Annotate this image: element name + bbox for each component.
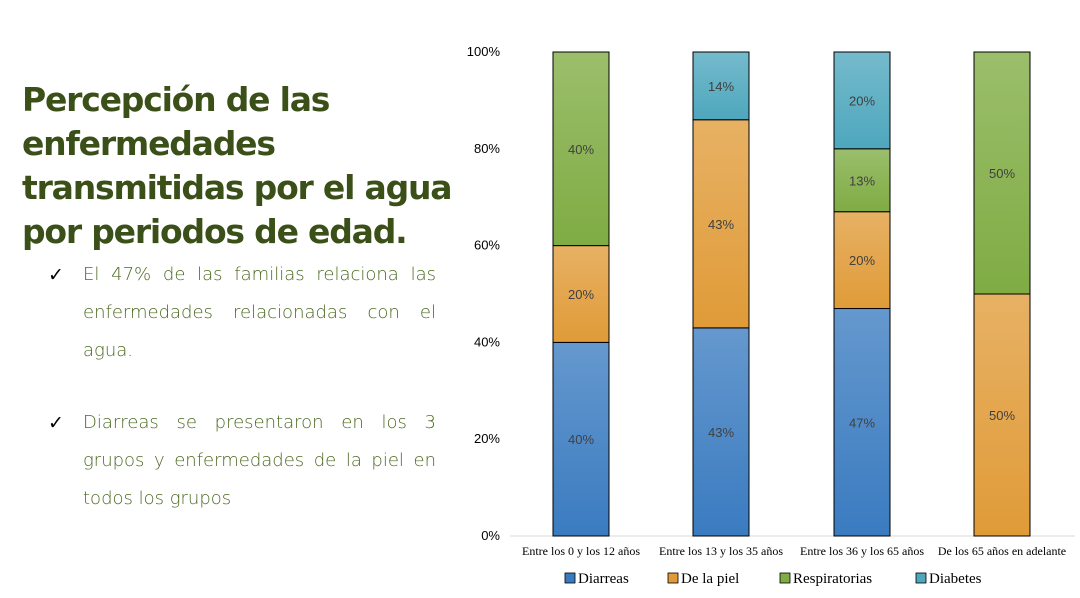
checkmark-icon: ✓ — [48, 412, 64, 434]
legend-swatch — [667, 572, 679, 584]
data-label: 40% — [568, 142, 594, 157]
y-tick-label: 20% — [474, 431, 500, 446]
data-label: 43% — [708, 217, 734, 232]
bar-segment — [833, 211, 891, 310]
bar-segment — [552, 51, 610, 247]
bar-segment — [692, 51, 750, 121]
legend-swatch — [779, 572, 791, 584]
checkmark-icon: ✓ — [48, 264, 64, 286]
bar-segment — [552, 245, 610, 343]
legend-label: De la piel — [681, 571, 739, 587]
data-label: 43% — [708, 425, 734, 440]
data-label: 20% — [849, 93, 875, 108]
bullet-text: Diarreas se presentaron en los 3 grupos … — [83, 412, 436, 509]
data-label: 20% — [849, 253, 875, 268]
legend-label: Diabetes — [929, 571, 982, 587]
slide-title: Percepción de las enfermedades transmiti… — [22, 80, 453, 251]
bar-segment — [973, 51, 1031, 295]
bar-segment — [973, 293, 1031, 537]
data-label: 47% — [849, 415, 875, 430]
legend-swatch — [915, 572, 927, 584]
bar-segment — [692, 327, 750, 537]
x-category-label: Entre los 13 y los 35 años — [659, 544, 783, 558]
data-label: 50% — [989, 166, 1015, 181]
data-label: 40% — [568, 432, 594, 447]
data-label: 20% — [568, 287, 594, 302]
bullet-text: El 47% de las familias relaciona las enf… — [83, 264, 436, 361]
legend-swatch — [564, 572, 576, 584]
x-category-label: De los 65 años en adelante — [938, 544, 1066, 558]
bullet-list: ✓ El 47% de las familias relaciona las e… — [48, 256, 436, 552]
x-category-label: Entre los 36 y los 65 años — [800, 544, 924, 558]
y-tick-label: 80% — [474, 141, 500, 156]
data-label: 13% — [849, 173, 875, 188]
y-tick-label: 40% — [474, 334, 500, 349]
x-category-label: Entre los 0 y los 12 años — [522, 544, 640, 558]
bullet-item: ✓ El 47% de las familias relaciona las e… — [48, 256, 436, 370]
data-label: 50% — [989, 408, 1015, 423]
y-tick-label: 60% — [474, 238, 500, 253]
y-tick-label: 0% — [481, 528, 500, 543]
bar-segment — [833, 51, 891, 150]
bar-segment — [692, 119, 750, 329]
bullet-item: ✓ Diarreas se presentaron en los 3 grupo… — [48, 404, 436, 518]
data-label: 14% — [708, 79, 734, 94]
y-tick-label: 100% — [467, 44, 501, 59]
bar-segment — [552, 341, 610, 537]
legend-label: Diarreas — [578, 571, 629, 587]
legend-label: Respiratorias — [793, 571, 872, 587]
